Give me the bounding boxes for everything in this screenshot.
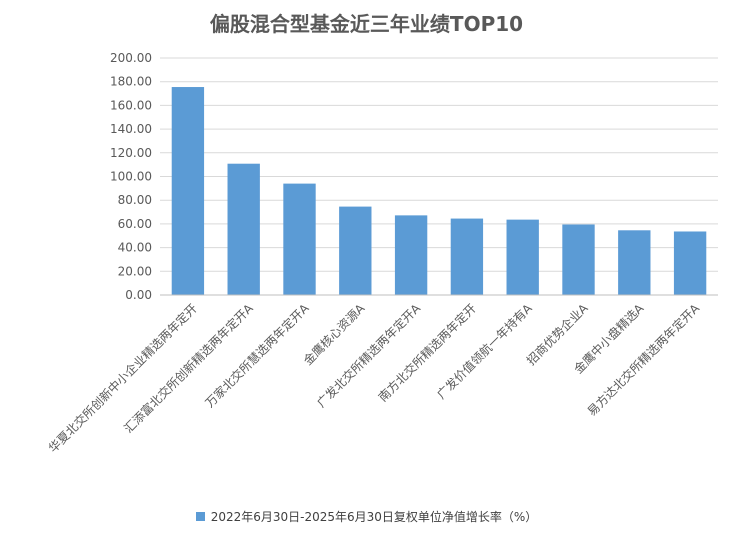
legend-swatch: [195, 512, 205, 521]
y-tick-label: 0.00: [125, 288, 152, 302]
legend-label: 2022年6月30日-2025年6月30日复权单位净值增长率（%）: [210, 510, 538, 524]
y-axis-tick-labels: 0.00 20.00 40.00 60.00 80.00 100.00 120.00 140.…: [110, 51, 152, 302]
x-tick-label: 易方达北交所精选两年定开A: [584, 300, 703, 419]
bar: [618, 230, 651, 295]
legend: 2022年6月30日-2025年6月30日复权单位净值增长率（%）: [0, 508, 733, 525]
bar: [339, 206, 372, 295]
y-tick-label: 80.00: [118, 193, 152, 207]
y-tick-label: 40.00: [118, 241, 152, 255]
bar: [562, 224, 595, 295]
y-tick-label: 20.00: [118, 264, 152, 278]
bar: [450, 218, 484, 295]
y-tick-label: 100.00: [110, 170, 152, 184]
x-tick-label: 万家北交所慧选两年定开A: [202, 300, 312, 410]
x-axis-tick-labels: 华夏北交所创新中小企业精选两年定开汇添富北交所创新精选两年定开A万家北交所慧选两…: [45, 300, 703, 455]
x-tick-label: 广发北交所精选两年定开A: [313, 300, 423, 410]
bar: [171, 87, 205, 295]
y-tick-label: 140.00: [110, 122, 152, 136]
x-tick-label: 广发价值领航一年持有A: [434, 300, 536, 402]
bars: [171, 87, 707, 295]
y-tick-label: 200.00: [110, 51, 152, 65]
y-tick-label: 60.00: [118, 217, 152, 231]
x-tick-label: 南方北交所精选两年定开: [375, 301, 479, 405]
y-tick-label: 180.00: [110, 75, 152, 89]
bar: [506, 219, 539, 295]
bar: [227, 163, 260, 295]
bar: [283, 183, 316, 295]
bar: [673, 231, 707, 295]
y-tick-label: 160.00: [110, 98, 152, 112]
chart-title: 偏股混合型基金近三年业绩TOP10: [209, 12, 524, 36]
y-tick-label: 120.00: [110, 146, 152, 160]
bar: [394, 215, 428, 295]
